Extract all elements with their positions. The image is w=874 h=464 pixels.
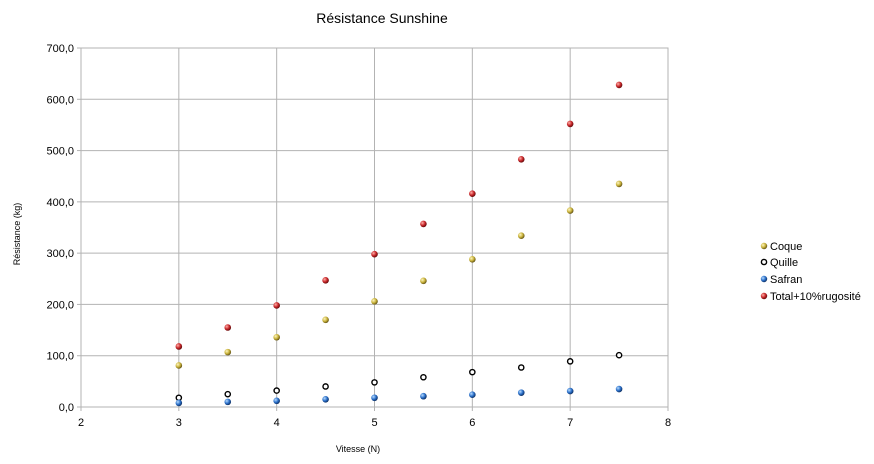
legend-item-coque: Coque (760, 241, 802, 253)
point-quille (517, 364, 525, 371)
point-quille (273, 387, 280, 394)
point-coque (273, 333, 280, 341)
point-quille (566, 358, 574, 365)
legend-marker-total (760, 292, 768, 300)
chart-title: Résistance Sunshine (316, 10, 448, 26)
legend-label-coque: Coque (770, 241, 802, 253)
x-tick-label: 7 (567, 417, 573, 429)
y-tick-label: 0,0 (59, 402, 74, 414)
point-total (224, 324, 232, 331)
point-total (566, 120, 574, 128)
point-quille (322, 383, 329, 390)
point-safran (371, 394, 378, 402)
point-coque (469, 255, 476, 263)
y-tick-label: 400,0 (46, 197, 74, 209)
point-safran (273, 397, 280, 405)
x-tick-label: 2 (78, 417, 84, 429)
point-safran (469, 391, 476, 398)
point-total (469, 190, 476, 197)
x-tick-label: 8 (665, 417, 671, 429)
y-tick-label: 600,0 (46, 94, 74, 106)
x-tick-label: 4 (274, 417, 280, 429)
point-coque (322, 316, 329, 324)
point-coque (175, 362, 183, 369)
point-safran (517, 389, 525, 396)
legend-item-safran: Safran (760, 274, 802, 286)
point-safran (420, 392, 427, 400)
point-coque (420, 277, 427, 285)
point-coque (224, 348, 232, 356)
point-safran (615, 385, 623, 393)
point-total (273, 302, 280, 309)
y-axis-ticks: 0,0 100,0 200,0 300,0 400,0 500,0 600,0 700,0 (46, 43, 81, 414)
point-quille (175, 394, 183, 402)
legend-marker-quille (760, 258, 768, 266)
x-axis-label: Vitesse (N) (336, 444, 380, 454)
y-tick-label: 500,0 (46, 146, 74, 158)
legend-marker-safran (760, 275, 768, 283)
grid (80, 47, 669, 408)
x-axis-ticks: 2 3 4 5 6 7 8 (78, 407, 671, 429)
legend: Coque Quille Safran Total+10%rugosité (760, 241, 861, 303)
point-coque (615, 180, 623, 188)
point-safran (566, 387, 574, 395)
x-tick-label: 3 (176, 417, 182, 429)
point-total (175, 343, 183, 350)
legend-marker-coque (760, 242, 768, 250)
legend-label-quille: Quille (770, 257, 798, 269)
point-coque (371, 298, 378, 305)
point-quille (224, 390, 232, 398)
point-quille (615, 351, 623, 359)
point-safran (175, 399, 183, 407)
point-safran (224, 398, 232, 406)
data-points (175, 81, 623, 407)
point-quille (420, 373, 427, 381)
point-quille (371, 379, 378, 386)
point-total (615, 81, 623, 89)
point-quille (469, 368, 476, 376)
y-tick-label: 100,0 (46, 351, 74, 363)
y-axis-label: Résistance (kg) (12, 203, 22, 266)
x-tick-label: 5 (371, 417, 377, 429)
point-total (322, 277, 329, 284)
point-total (420, 220, 427, 228)
legend-item-quille: Quille (760, 257, 798, 269)
y-tick-label: 200,0 (46, 299, 74, 311)
point-coque (566, 207, 574, 214)
point-total (371, 250, 378, 258)
legend-label-safran: Safran (770, 274, 802, 286)
legend-label-total: Total+10%rugosité (770, 291, 861, 303)
y-tick-label: 700,0 (46, 43, 74, 55)
x-tick-label: 6 (469, 417, 475, 429)
point-total (517, 155, 525, 163)
legend-item-total: Total+10%rugosité (760, 291, 861, 303)
y-tick-label: 300,0 (46, 248, 74, 260)
point-coque (517, 232, 525, 240)
point-safran (322, 396, 329, 403)
